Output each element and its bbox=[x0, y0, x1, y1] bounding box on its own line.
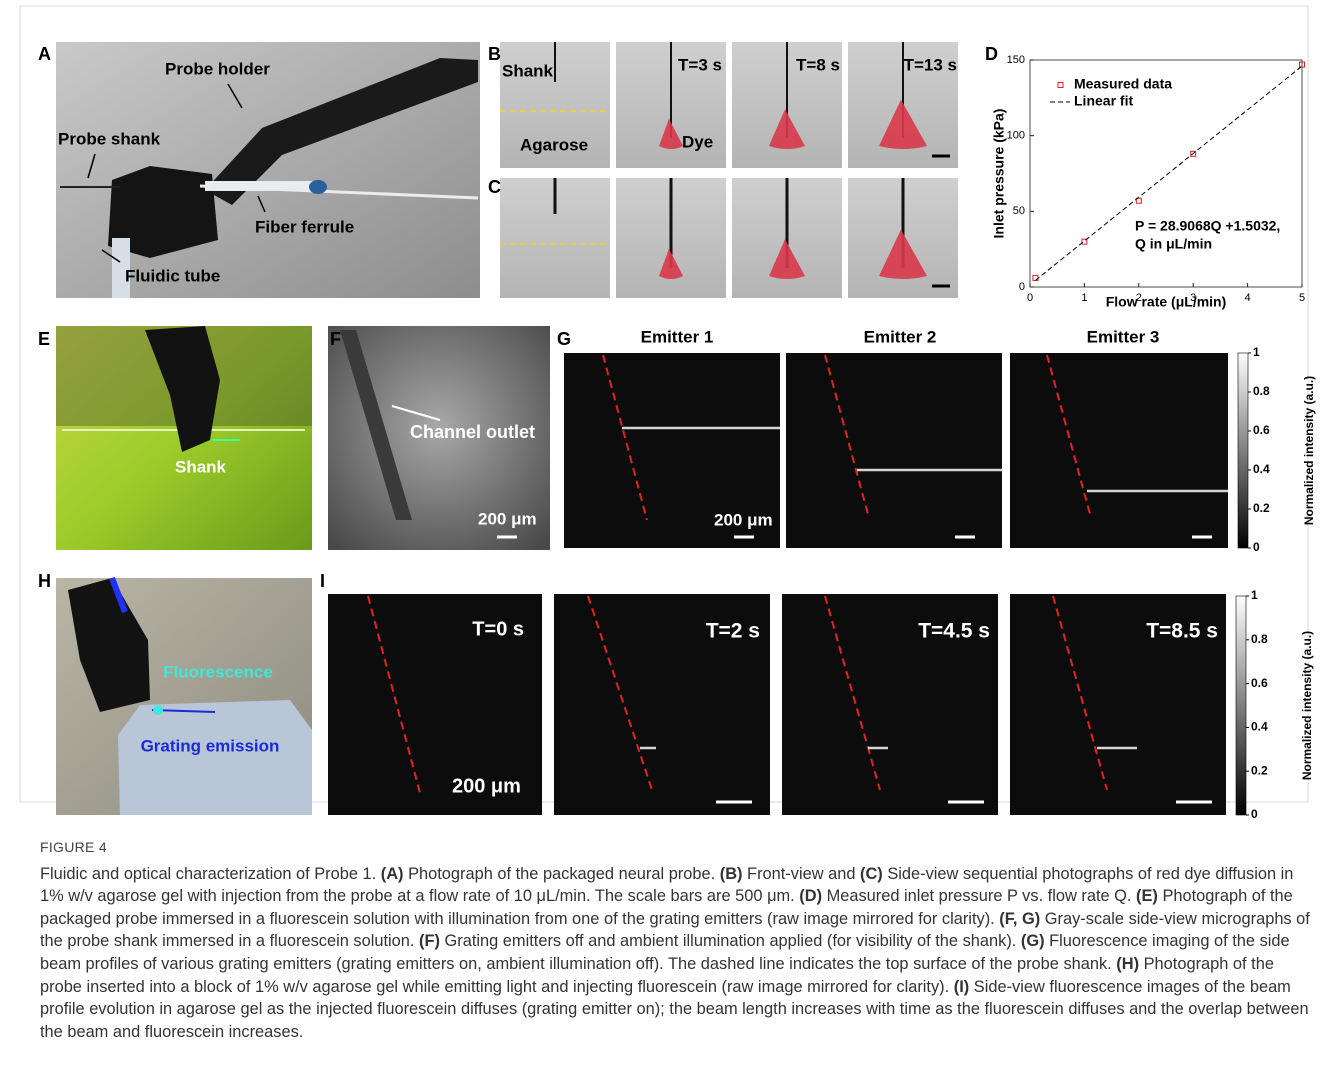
y-tick-label: 50 bbox=[1013, 205, 1025, 217]
colorbar-tick-label: 1 bbox=[1253, 345, 1260, 359]
photos-bc bbox=[500, 42, 958, 298]
panel-label: B bbox=[488, 44, 501, 64]
colorbar-tick-label: 0.4 bbox=[1253, 462, 1270, 476]
panel-label: I bbox=[320, 571, 325, 591]
annotation: Shank bbox=[502, 61, 554, 80]
panel-label: E bbox=[38, 329, 50, 349]
panel-label: H bbox=[38, 571, 51, 591]
annotation: T=8.5 s bbox=[1146, 620, 1218, 643]
scale-label: 200 μm bbox=[452, 775, 521, 797]
caption-run: Fluidic and optical characterization of … bbox=[40, 865, 381, 883]
x-axis-label: Flow rate (μL/min) bbox=[1106, 294, 1227, 310]
colorbar bbox=[1236, 596, 1246, 815]
caption-heading: FIGURE 4 bbox=[40, 836, 1310, 859]
scale-label: 200 μm bbox=[714, 510, 773, 529]
x-tick-label: 1 bbox=[1081, 292, 1087, 304]
image-title: Emitter 2 bbox=[864, 327, 937, 346]
y-tick-label: 0 bbox=[1019, 281, 1025, 293]
colorbar-tick-label: 0.8 bbox=[1253, 384, 1270, 398]
caption-panel-ref: (C) bbox=[860, 865, 883, 883]
plot-frame bbox=[1030, 60, 1302, 287]
colorbar-tick-label: 1 bbox=[1251, 588, 1258, 602]
caption-run: Front-view and bbox=[743, 865, 861, 883]
y-axis-label: Inlet pressure (kPa) bbox=[991, 109, 1007, 239]
panel-label: D bbox=[985, 44, 998, 64]
caption: FIGURE 4 Fluidic and optical characteriz… bbox=[40, 836, 1310, 1043]
x-tick-label: 4 bbox=[1245, 292, 1251, 304]
caption-run: Measured inlet pressure P vs. flow rate … bbox=[822, 887, 1136, 905]
caption-panel-ref: (F) bbox=[419, 932, 440, 950]
caption-panel-ref: (A) bbox=[381, 865, 404, 883]
legend-label: Linear fit bbox=[1074, 93, 1133, 109]
photo-a bbox=[56, 42, 480, 298]
caption-panel-ref: (I) bbox=[954, 978, 969, 996]
annotation: Q in μL/min bbox=[1135, 236, 1212, 252]
caption-text: Fluidic and optical characterization of … bbox=[40, 863, 1310, 1044]
photo-h bbox=[56, 578, 312, 815]
image-title: Emitter 1 bbox=[641, 327, 714, 346]
annotation: T=3 s bbox=[678, 55, 722, 74]
annotation: T=13 s bbox=[904, 55, 957, 74]
colorbar-label: Normalized intensity (a.u.) bbox=[1300, 631, 1314, 780]
figure: Probe holder Probe shank Fiber ferrule F… bbox=[0, 0, 1328, 820]
caption-panel-ref: (F, G) bbox=[999, 910, 1040, 928]
caption-panel-ref: (H) bbox=[1116, 955, 1139, 973]
colorbar-tick-label: 0.2 bbox=[1253, 501, 1270, 515]
annotation: T=8 s bbox=[796, 55, 840, 74]
images-g bbox=[564, 353, 1228, 548]
colorbar-tick-label: 0.8 bbox=[1251, 632, 1268, 646]
annotation: Fluorescence bbox=[163, 662, 273, 681]
caption-panel-ref: (B) bbox=[720, 865, 743, 883]
x-tick-label: 5 bbox=[1299, 292, 1305, 304]
annotation: Probe holder bbox=[165, 59, 270, 78]
annotation: T=0 s bbox=[472, 618, 524, 640]
colorbar-tick-label: 0.4 bbox=[1251, 720, 1268, 734]
colorbar-tick-label: 0.6 bbox=[1253, 423, 1270, 437]
annotation: T=2 s bbox=[706, 620, 760, 643]
colorbar-tick-label: 0.2 bbox=[1251, 763, 1268, 777]
colorbar-label: Normalized intensity (a.u.) bbox=[1302, 376, 1316, 525]
x-tick-label: 0 bbox=[1027, 292, 1033, 304]
caption-run: Photograph of the packaged neural probe. bbox=[404, 865, 720, 883]
panel-label: A bbox=[38, 44, 51, 64]
caption-panel-ref: (E) bbox=[1136, 887, 1158, 905]
page: Probe holder Probe shank Fiber ferrule F… bbox=[0, 0, 1328, 1092]
annotation: Grating emission bbox=[141, 736, 280, 755]
scale-label: 200 μm bbox=[478, 509, 537, 528]
legend-label: Measured data bbox=[1074, 76, 1172, 92]
caption-panel-ref: (D) bbox=[799, 887, 822, 905]
annotation: Fluidic tube bbox=[125, 266, 220, 285]
annotation: Agarose bbox=[520, 135, 588, 154]
photo-e bbox=[56, 326, 312, 550]
image-title: Emitter 3 bbox=[1087, 327, 1160, 346]
annotation: Fiber ferrule bbox=[255, 217, 354, 236]
y-tick-label: 100 bbox=[1007, 130, 1025, 142]
micrograph bbox=[1010, 353, 1228, 548]
annotation: P = 28.9068Q +1.5032, bbox=[1135, 218, 1280, 234]
annotation: Shank bbox=[175, 457, 227, 476]
panel-label: C bbox=[488, 177, 501, 197]
micrograph bbox=[786, 353, 1002, 548]
colorbar-tick-label: 0 bbox=[1253, 540, 1260, 554]
panel-label: G bbox=[557, 329, 571, 349]
caption-panel-ref: (G) bbox=[1021, 932, 1045, 950]
panel-label: F bbox=[330, 329, 341, 349]
annotation: T=4.5 s bbox=[918, 620, 990, 643]
y-tick-label: 150 bbox=[1007, 54, 1025, 66]
colorbar-tick-label: 0.6 bbox=[1251, 676, 1268, 690]
colorbar-tick-label: 0 bbox=[1251, 807, 1258, 820]
colorbar bbox=[1238, 353, 1248, 548]
caption-run: Grating emitters off and ambient illumin… bbox=[440, 932, 1021, 950]
annotation: Probe shank bbox=[58, 129, 161, 148]
annotation: Channel outlet bbox=[410, 422, 535, 442]
annotation: Dye bbox=[682, 132, 713, 151]
